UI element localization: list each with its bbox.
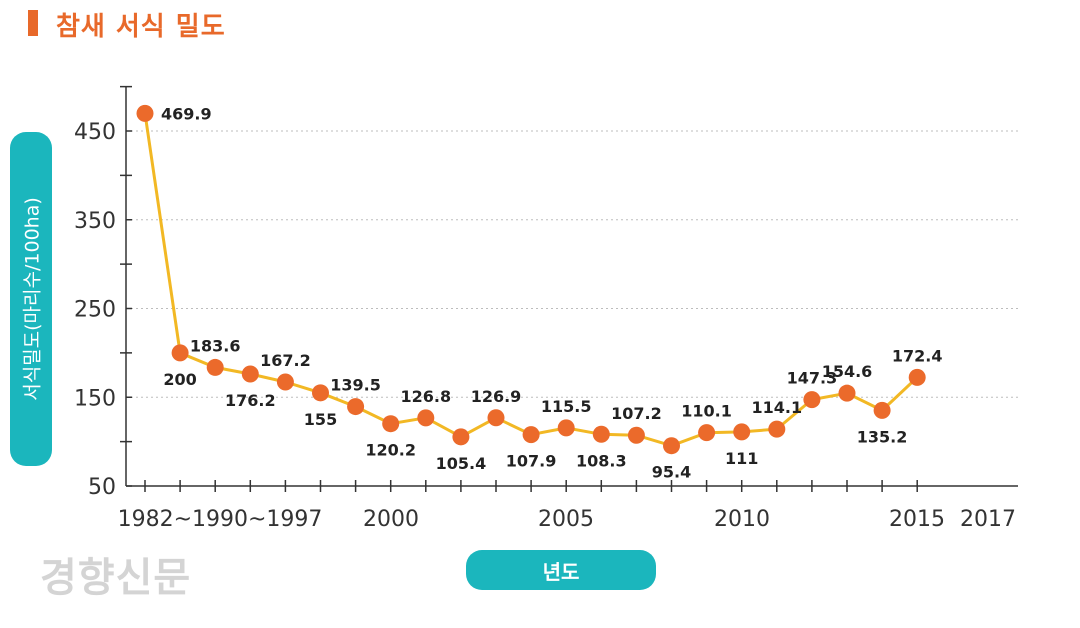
data-label: 95.4 (652, 463, 691, 482)
y-tick-label: 150 (74, 386, 116, 411)
data-point (873, 401, 891, 419)
data-point (487, 409, 505, 427)
data-point (838, 384, 856, 402)
title-accent-bar (28, 10, 38, 36)
x-axis-label-pill: 년도 (466, 550, 656, 590)
data-label: 147.3 (787, 369, 838, 388)
data-label: 135.2 (857, 427, 908, 446)
x-axis-label: 년도 (542, 559, 580, 584)
data-label: 107.2 (611, 404, 662, 423)
x-tick-label: 2010 (714, 507, 770, 532)
data-point (803, 391, 821, 409)
data-label: 114.1 (751, 398, 802, 417)
data-point (733, 423, 751, 441)
data-point (522, 426, 540, 444)
data-point (452, 428, 470, 446)
data-label: 107.9 (506, 452, 557, 471)
data-point (557, 419, 575, 437)
data-point (382, 415, 400, 433)
data-label: 155 (304, 410, 337, 429)
y-tick-label: 450 (74, 120, 116, 145)
data-point (417, 409, 435, 427)
data-label: 120.2 (365, 441, 416, 460)
data-label: 108.3 (576, 451, 627, 470)
x-tick-label: 1982~1990~1997 (118, 507, 323, 532)
x-tick-label: 2017 (960, 507, 1016, 532)
data-point (171, 344, 189, 362)
data-label: 126.9 (471, 387, 522, 406)
data-label: 469.9 (161, 104, 212, 123)
y-tick-label: 50 (88, 475, 116, 500)
data-label: 200 (163, 370, 196, 389)
data-point (592, 425, 610, 443)
data-point (768, 420, 786, 438)
x-tick-label: 2000 (363, 507, 419, 532)
y-tick-label: 350 (74, 209, 116, 234)
data-label: 115.5 (541, 397, 592, 416)
data-label: 139.5 (330, 376, 381, 395)
x-tick-label: 2005 (538, 507, 594, 532)
data-label: 126.8 (400, 387, 451, 406)
data-point (312, 384, 329, 402)
data-label: 172.4 (892, 346, 943, 365)
data-point (698, 424, 716, 442)
data-point (241, 365, 259, 383)
data-label: 154.6 (822, 362, 873, 381)
y-tick-label: 250 (74, 298, 116, 323)
y-axis-label-pill (10, 132, 52, 466)
watermark-logo: 경향신문 (40, 555, 192, 601)
data-point (276, 373, 294, 391)
data-label: 111 (725, 449, 758, 468)
data-label: 105.4 (436, 454, 487, 473)
data-label: 183.6 (190, 336, 241, 355)
data-point (908, 368, 926, 386)
data-label: 176.2 (225, 391, 276, 410)
data-point (347, 398, 365, 416)
x-tick-label: 2015 (889, 507, 945, 532)
data-point (627, 426, 645, 444)
data-label: 110.1 (681, 402, 732, 421)
data-point (206, 358, 224, 376)
data-point (136, 104, 154, 122)
chart-title: 참새 서식 밀도 (56, 12, 226, 42)
data-point (663, 437, 680, 455)
data-label: 167.2 (260, 351, 311, 370)
